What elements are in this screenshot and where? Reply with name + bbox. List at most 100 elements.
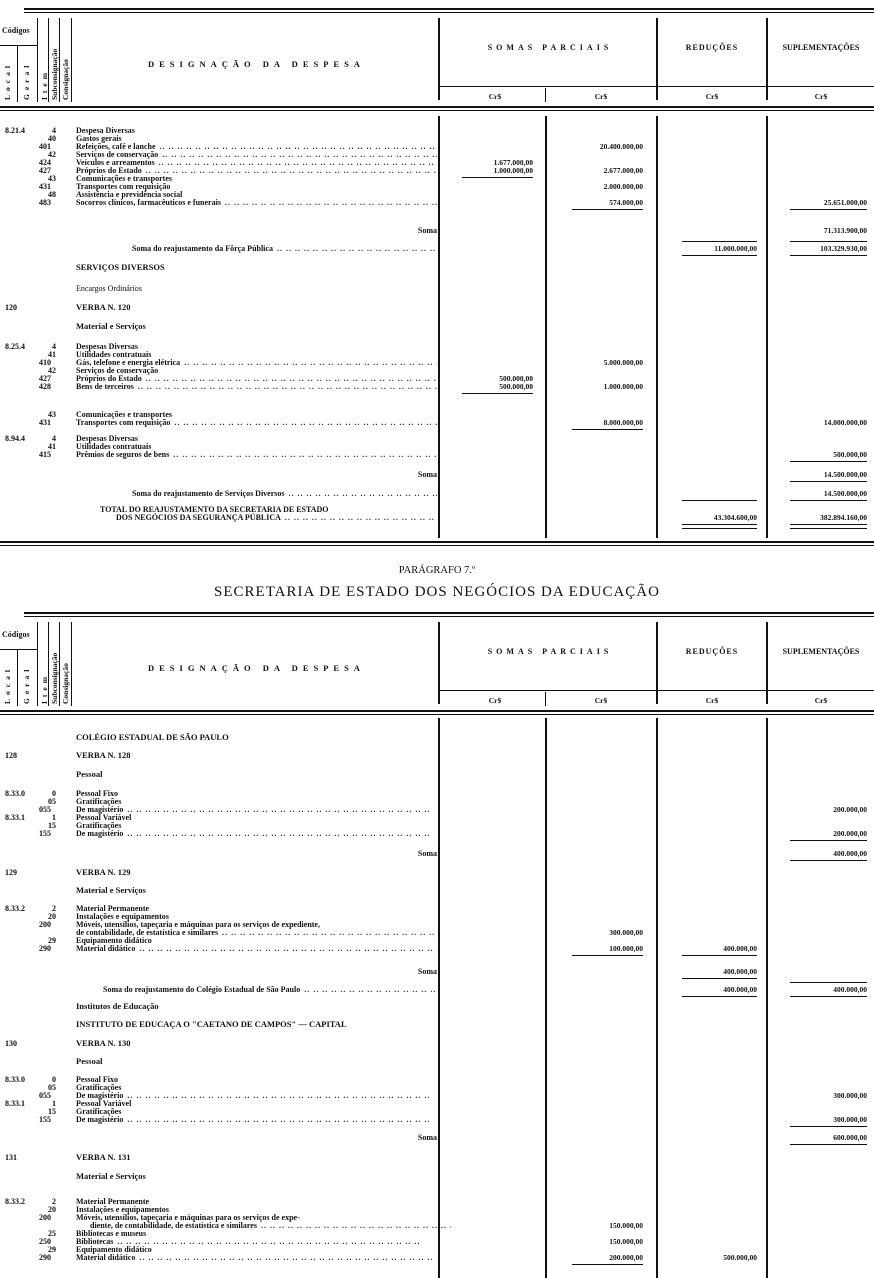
item-code: 29 bbox=[48, 936, 56, 945]
designation-text: Despesas Diversas bbox=[76, 342, 138, 351]
designation-text: SERVIÇOS DIVERSOS bbox=[76, 263, 165, 272]
designation: Material e Serviços bbox=[76, 1172, 437, 1181]
designation: VERBA N. 131 bbox=[76, 1153, 437, 1162]
designation: Despesa Diversas bbox=[76, 126, 437, 135]
sum-rule bbox=[572, 429, 643, 430]
table-row: 483 Socorros clínicos, farmacêuticos e fu… bbox=[0, 198, 874, 207]
item-code: 155 bbox=[39, 1115, 51, 1124]
local-code: 8.33.2 bbox=[5, 904, 25, 913]
table-row: 155 De magistério 300.000,00 bbox=[0, 1115, 874, 1124]
designation: Utilidades contratuais bbox=[76, 350, 437, 359]
designation: Gratificações bbox=[76, 1083, 437, 1092]
amount-c3: 500.000,00 bbox=[723, 1253, 757, 1262]
designation: Prêmios de seguros de bens bbox=[76, 450, 437, 459]
column-divider-thick bbox=[545, 116, 547, 538]
designation-text: Próprios do Estado bbox=[76, 166, 142, 175]
table-row: 48 Assistência e previdência social bbox=[0, 190, 874, 199]
item-code: 15 bbox=[48, 1107, 56, 1116]
amount-c1: 1.677.000,00 bbox=[493, 158, 533, 167]
designation-text: Móveis, utensílios, tapeçaria e máquinas… bbox=[76, 920, 320, 929]
designation: Bens de terceiros bbox=[76, 382, 437, 391]
designation-text: INSTITUTO DE EDUCAÇA O "CAETANO DE CAMPO… bbox=[76, 1020, 347, 1029]
table-row: 130 VERBA N. 130 bbox=[0, 1039, 874, 1048]
table-row: 431 Transportes com requisição 2.000.000,0… bbox=[0, 182, 874, 191]
dot-leader bbox=[139, 944, 437, 953]
designation: VERBA N. 129 bbox=[76, 868, 437, 877]
amount-c2: 2.677.000,00 bbox=[603, 166, 643, 175]
codigos-label: Códigos bbox=[2, 630, 30, 639]
table-row: 200 Móveis, utensílios, tapeçaria e máqui… bbox=[0, 920, 874, 929]
designation-text: Bibliotecas e museus bbox=[76, 1229, 147, 1238]
table-row: Soma do reajustamento do Colégio Estadua… bbox=[0, 985, 874, 994]
designation-text: Material e Serviços bbox=[76, 322, 146, 331]
amount-c4: 14.500.000,00 bbox=[823, 489, 867, 498]
reducoes-header: REDUÇÕES bbox=[685, 647, 739, 656]
designation-text: TOTAL DO REAJUSTAMENTO DA SECRETARIA DE … bbox=[100, 505, 329, 514]
designation-text: Encargos Ordinários bbox=[76, 284, 142, 293]
item-code: 20 bbox=[48, 1205, 56, 1214]
designation: Despesas Diversas bbox=[76, 434, 437, 443]
dot-leader bbox=[173, 450, 437, 459]
sum-rule bbox=[682, 255, 757, 256]
codigos-label: Códigos bbox=[2, 26, 30, 35]
item-code: 1 bbox=[52, 813, 56, 822]
sum-rule bbox=[462, 393, 533, 394]
sum-rule bbox=[790, 1144, 867, 1145]
sum-rule bbox=[790, 996, 867, 997]
column-divider bbox=[37, 622, 38, 706]
item-code: 200 bbox=[39, 920, 51, 929]
designation: TOTAL DO REAJUSTAMENTO DA SECRETARIA DE … bbox=[100, 505, 437, 514]
designation-text: Soma do reajustamento de Serviços Divers… bbox=[132, 489, 285, 498]
item-code: 428 bbox=[39, 382, 51, 391]
table-row: Institutos de Educação bbox=[0, 1002, 874, 1011]
table-row: Soma do reajustamento da Fôrça Pública 11… bbox=[0, 244, 874, 253]
designation: DOS NEGÓCIOS DA SEGURANÇA PÚBLICA bbox=[116, 513, 437, 522]
designation-text: Transportes com requisição bbox=[76, 182, 171, 191]
designation-text: de contabilidade, de estatística e simil… bbox=[76, 928, 219, 937]
designation: Serviços de conservação bbox=[76, 150, 437, 159]
amount-c4: 14.500.000,00 bbox=[823, 470, 867, 479]
amount-c1: 500.000,00 bbox=[499, 374, 533, 383]
designation-text: VERBA N. 129 bbox=[76, 868, 131, 877]
designation-text: VERBA N. 120 bbox=[76, 303, 131, 312]
table-row: Soma 14.500.000,00 bbox=[0, 470, 874, 479]
designation: Soma bbox=[76, 967, 437, 976]
designation: diente, de contabilidade, de estatística… bbox=[90, 1221, 451, 1230]
designation-text: Instalações e equipamentos bbox=[76, 912, 169, 921]
sum-rule bbox=[682, 978, 757, 979]
top-double-rule bbox=[24, 8, 874, 10]
amount-c4: 71.313.900,00 bbox=[823, 226, 867, 235]
dot-leader bbox=[277, 244, 437, 253]
designation-text: Pessoal bbox=[76, 770, 103, 779]
designation: Material e Serviços bbox=[76, 886, 437, 895]
designation-text: Soma do reajustamento da Fôrça Pública bbox=[132, 244, 273, 253]
designation: Material Permanente bbox=[76, 1197, 437, 1206]
column-divider bbox=[48, 622, 49, 706]
table-bottom-rule bbox=[0, 545, 874, 546]
item-code: 401 bbox=[39, 142, 51, 151]
codigos-underline bbox=[0, 649, 37, 650]
currency-label-1: Cr$ bbox=[488, 696, 502, 705]
column-divider bbox=[545, 88, 546, 102]
amount-c3: 11.000.000,00 bbox=[714, 244, 757, 253]
item-code: 40 bbox=[48, 134, 56, 143]
table-row: diente, de contabilidade, de estatística… bbox=[0, 1221, 874, 1230]
subconsignacao-label: Subconsignação bbox=[50, 48, 59, 100]
sum-rule bbox=[790, 461, 867, 462]
designation-text: Despesas Diversas bbox=[76, 434, 138, 443]
amount-c3: 400.000,00 bbox=[723, 944, 757, 953]
table-row: Soma 600.000,00 bbox=[0, 1133, 874, 1142]
table-row: Soma 71.313.900,00 bbox=[0, 226, 874, 235]
designation-text: Serviços de conservação bbox=[76, 150, 159, 159]
designation: VERBA N. 120 bbox=[76, 303, 437, 312]
designation: Transportes com requisição bbox=[76, 418, 437, 427]
sum-rule bbox=[682, 955, 757, 956]
amount-c2: 20.400.000,00 bbox=[599, 142, 643, 151]
local-code: 8.33.0 bbox=[5, 1075, 25, 1084]
table-row: de contabilidade, de estatística e simil… bbox=[0, 928, 874, 937]
designation-text: Próprios do Estado bbox=[76, 374, 142, 383]
amount-c3: 43.304.600,00 bbox=[713, 513, 757, 522]
table-row: Soma 400.000,00 bbox=[0, 849, 874, 858]
local-code: 129 bbox=[5, 868, 17, 877]
local-code: 130 bbox=[5, 1039, 17, 1048]
